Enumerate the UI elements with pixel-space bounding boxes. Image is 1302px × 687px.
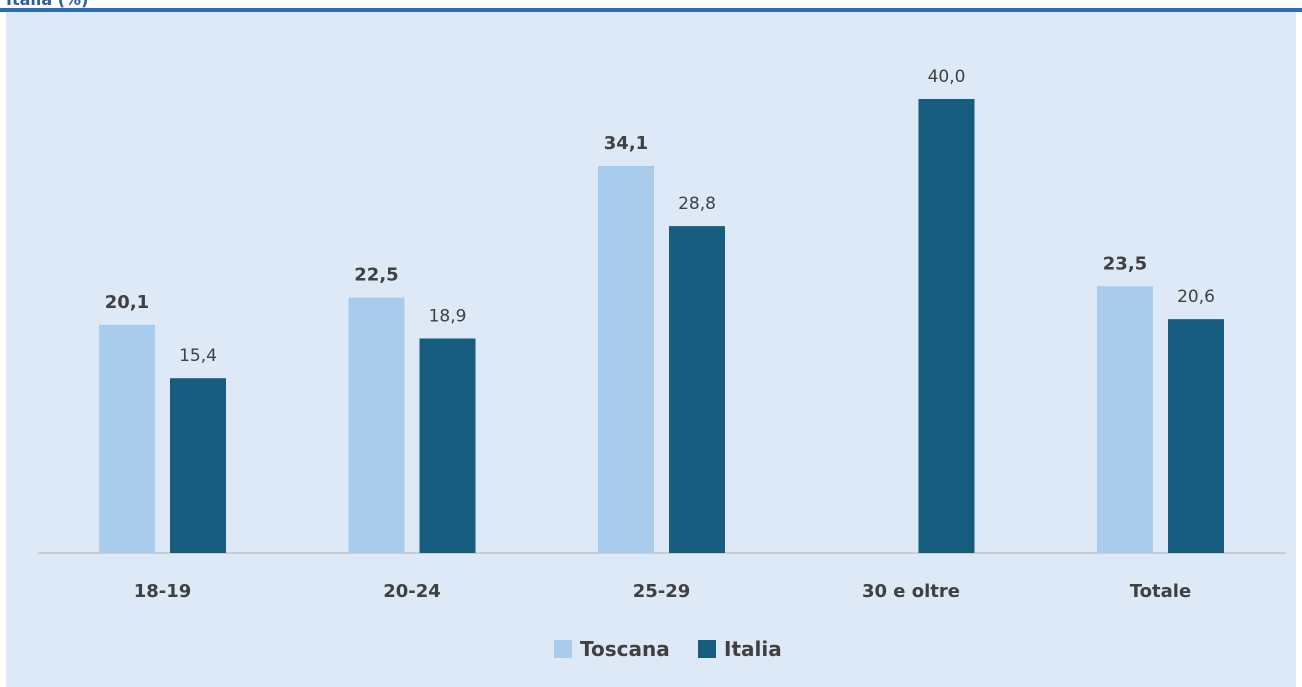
data-label-toscana-4: 23,5 xyxy=(1103,253,1147,274)
bar-toscana-2 xyxy=(598,165,654,553)
legend-swatch-italia xyxy=(698,640,716,658)
category-label-1: 20-24 xyxy=(383,581,441,602)
legend-label-italia: Italia xyxy=(724,637,782,661)
bar-toscana-4 xyxy=(1097,286,1153,553)
data-label-toscana-2: 34,1 xyxy=(604,133,648,154)
bar-italia-4 xyxy=(1168,319,1224,553)
bar-italia-2 xyxy=(669,226,725,553)
bar-toscana-1 xyxy=(348,297,405,553)
bar-toscana-0 xyxy=(99,324,155,553)
data-label-toscana-1: 22,5 xyxy=(354,265,398,286)
bar-italia-1 xyxy=(419,338,476,553)
category-label-4: Totale xyxy=(1130,581,1191,602)
top-rule xyxy=(0,8,1302,12)
data-label-toscana-0: 20,1 xyxy=(105,292,149,313)
category-label-2: 25-29 xyxy=(633,581,691,602)
data-label-italia-0: 15,4 xyxy=(179,346,217,366)
legend: Toscana Italia xyxy=(554,637,782,661)
legend-label-toscana: Toscana xyxy=(580,637,670,661)
data-label-italia-1: 18,9 xyxy=(429,306,467,326)
bar-italia-0 xyxy=(170,378,226,553)
category-label-3: 30 e oltre xyxy=(862,581,960,602)
data-label-italia-3: 40,0 xyxy=(928,67,966,87)
data-label-italia-2: 28,8 xyxy=(678,194,716,214)
chart-title-fragment: Italia (%) xyxy=(6,0,88,9)
category-label-0: 18-19 xyxy=(134,581,192,602)
bar-italia-3 xyxy=(918,99,975,553)
legend-swatch-toscana xyxy=(554,640,572,658)
data-label-italia-4: 20,6 xyxy=(1177,287,1215,307)
